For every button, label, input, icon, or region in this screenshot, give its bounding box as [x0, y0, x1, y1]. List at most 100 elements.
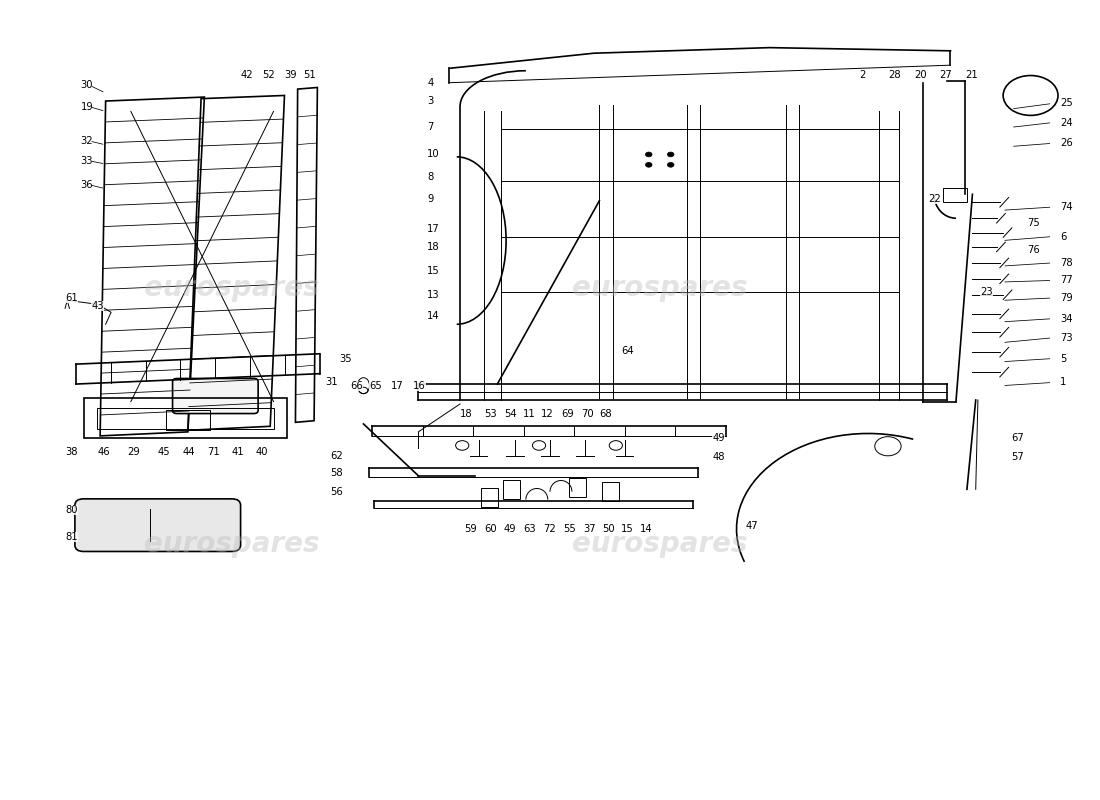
Text: 15: 15: [621, 524, 634, 534]
Text: 32: 32: [80, 136, 94, 146]
Text: 18: 18: [427, 242, 440, 252]
Text: 52: 52: [263, 70, 275, 80]
Text: 13: 13: [427, 290, 440, 300]
Text: 63: 63: [524, 524, 537, 534]
Text: 3: 3: [427, 96, 433, 106]
Text: 77: 77: [1060, 275, 1072, 286]
Text: 22: 22: [928, 194, 942, 204]
Text: 17: 17: [390, 381, 404, 390]
Text: 6: 6: [1060, 231, 1067, 242]
Text: 65: 65: [368, 381, 382, 390]
Text: 74: 74: [1060, 202, 1072, 212]
Text: eurospares: eurospares: [572, 274, 748, 302]
Bar: [503, 480, 520, 499]
Text: 69: 69: [561, 410, 574, 419]
Bar: [569, 478, 586, 498]
Text: 7: 7: [427, 122, 433, 132]
Text: 54: 54: [504, 410, 517, 419]
Text: 55: 55: [563, 524, 576, 534]
Text: 40: 40: [256, 447, 268, 457]
Text: 46: 46: [98, 447, 111, 457]
Text: 39: 39: [285, 70, 297, 80]
Circle shape: [668, 152, 674, 157]
Text: 60: 60: [484, 524, 497, 534]
Text: 45: 45: [157, 447, 169, 457]
Text: 57: 57: [1011, 452, 1024, 462]
Text: 25: 25: [1060, 98, 1072, 109]
FancyBboxPatch shape: [173, 378, 258, 414]
Text: 67: 67: [1011, 434, 1024, 443]
Text: 76: 76: [1027, 245, 1040, 255]
Text: eurospares: eurospares: [572, 530, 748, 558]
Text: 35: 35: [339, 354, 352, 363]
Text: 59: 59: [464, 524, 477, 534]
Bar: [166, 410, 210, 430]
Text: eurospares: eurospares: [144, 274, 320, 302]
Text: 73: 73: [1060, 333, 1072, 343]
Text: 29: 29: [128, 447, 141, 457]
Bar: [481, 488, 498, 507]
Circle shape: [646, 152, 652, 157]
Text: 79: 79: [1060, 293, 1072, 303]
Text: 8: 8: [427, 172, 433, 182]
Text: 53: 53: [484, 410, 497, 419]
Text: 12: 12: [541, 410, 554, 419]
Text: 62: 62: [331, 451, 343, 461]
Text: 9: 9: [427, 194, 433, 204]
Text: 19: 19: [80, 102, 94, 112]
Text: 58: 58: [331, 468, 343, 478]
Circle shape: [646, 162, 652, 167]
Text: 24: 24: [1060, 118, 1072, 127]
Text: 36: 36: [80, 180, 94, 190]
Circle shape: [668, 162, 674, 167]
Bar: [943, 188, 967, 202]
Text: 61: 61: [65, 293, 78, 303]
Text: 33: 33: [80, 156, 92, 166]
Text: 18: 18: [460, 410, 473, 419]
Text: 31: 31: [326, 377, 338, 386]
Text: 72: 72: [543, 524, 557, 534]
Text: 50: 50: [603, 524, 615, 534]
Text: 11: 11: [522, 410, 536, 419]
Text: 27: 27: [939, 70, 953, 80]
Text: 37: 37: [583, 524, 595, 534]
FancyBboxPatch shape: [75, 499, 241, 551]
Text: eurospares: eurospares: [144, 530, 320, 558]
Text: 64: 64: [621, 346, 634, 355]
Text: 48: 48: [713, 452, 725, 462]
Text: 68: 68: [600, 410, 612, 419]
Text: 71: 71: [208, 447, 220, 457]
Text: 2: 2: [859, 70, 866, 80]
Text: 20: 20: [914, 70, 927, 80]
Text: 41: 41: [232, 447, 244, 457]
Text: 81: 81: [65, 532, 78, 542]
Text: 4: 4: [427, 78, 433, 88]
Text: 78: 78: [1060, 258, 1072, 268]
Text: 5: 5: [1060, 354, 1067, 363]
Text: 1: 1: [1060, 378, 1067, 387]
Text: 21: 21: [965, 70, 978, 80]
Text: 26: 26: [1060, 138, 1072, 148]
Text: 23: 23: [980, 287, 992, 298]
Text: 70: 70: [581, 410, 593, 419]
Text: 30: 30: [80, 80, 92, 90]
Text: 75: 75: [1027, 218, 1040, 228]
Text: 43: 43: [91, 301, 103, 311]
Text: 14: 14: [640, 524, 652, 534]
Bar: [602, 482, 619, 502]
Text: 49: 49: [504, 524, 517, 534]
Text: 66: 66: [350, 381, 363, 390]
Text: 51: 51: [304, 70, 316, 80]
Text: 16: 16: [412, 381, 426, 390]
Text: 10: 10: [427, 150, 440, 159]
Text: 44: 44: [183, 447, 195, 457]
Text: 49: 49: [713, 434, 725, 443]
Text: 42: 42: [241, 70, 253, 80]
Text: 15: 15: [427, 266, 440, 276]
Text: 28: 28: [888, 70, 901, 80]
Text: 34: 34: [1060, 314, 1072, 324]
Text: 17: 17: [427, 223, 440, 234]
Text: 56: 56: [331, 486, 343, 497]
Text: 38: 38: [65, 447, 77, 457]
Text: 47: 47: [746, 521, 758, 531]
